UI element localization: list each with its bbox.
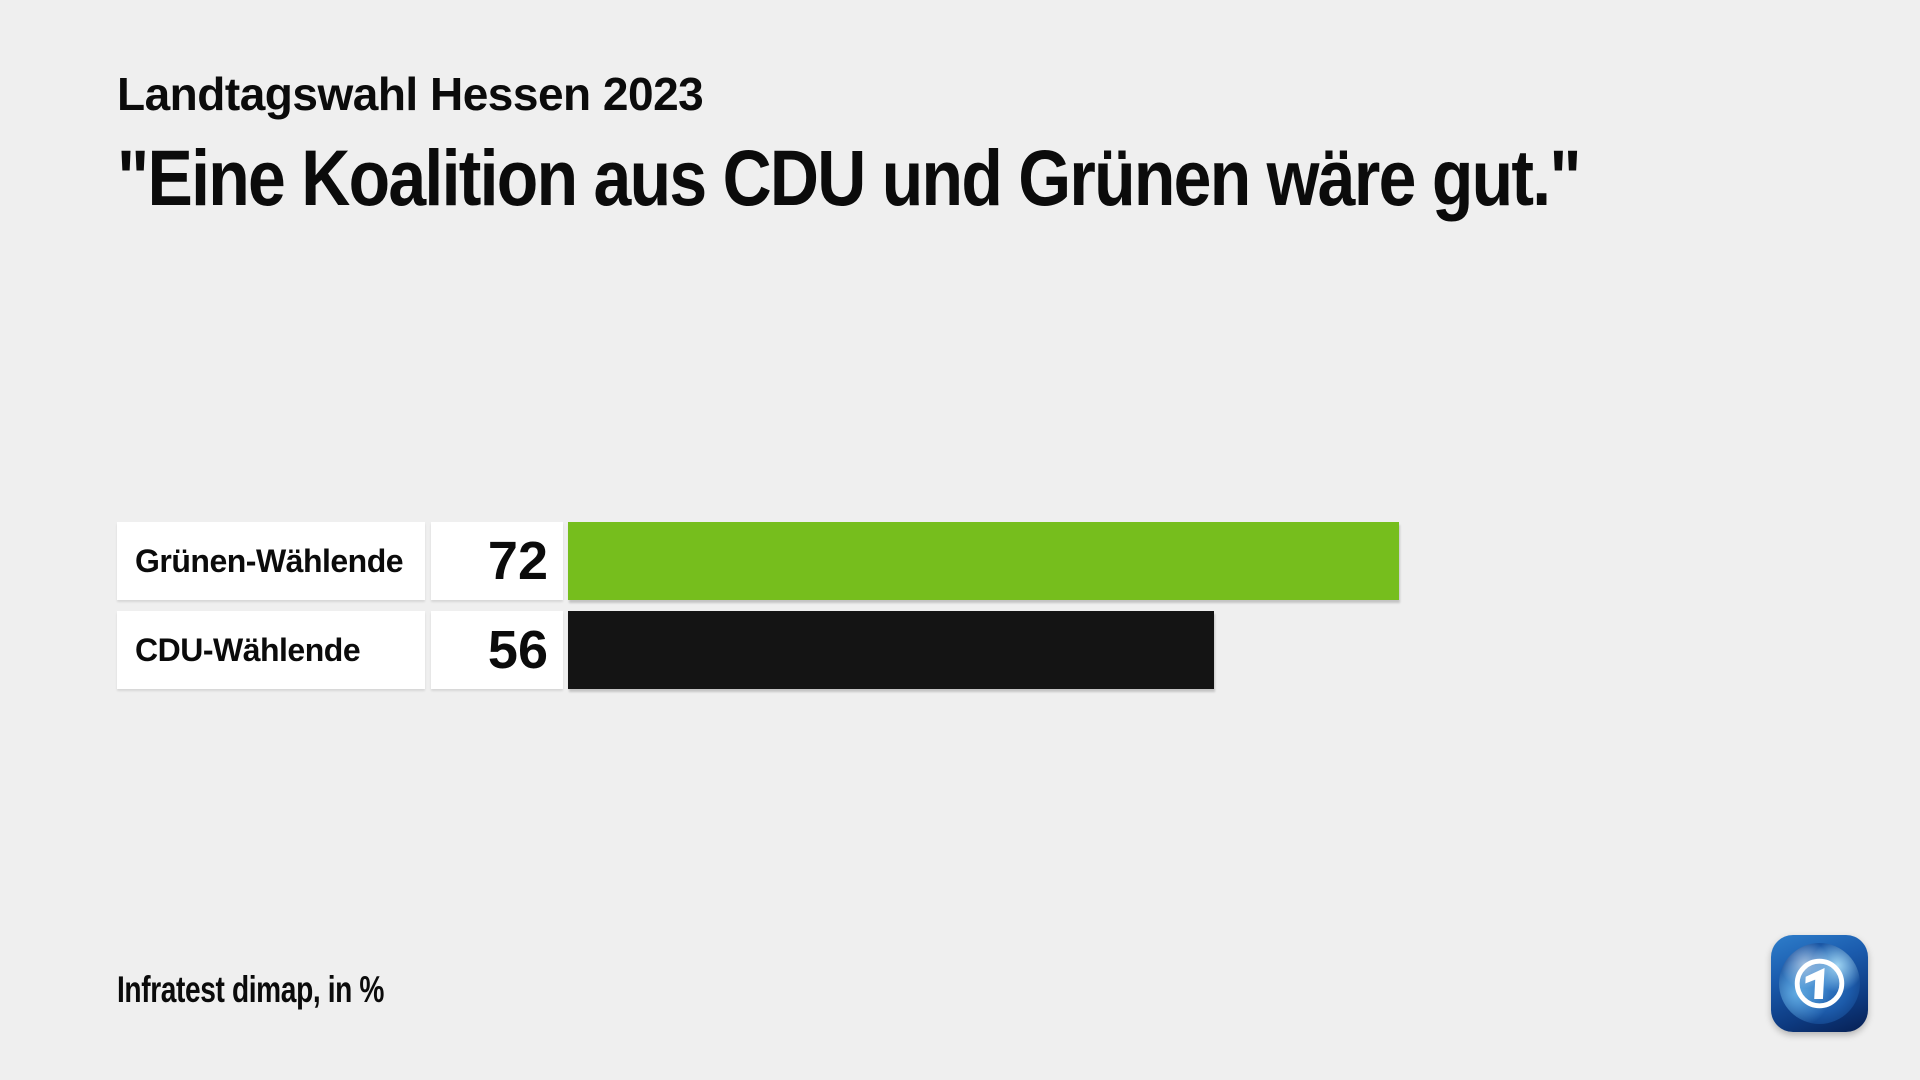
source-note: Infratest dimap, in %	[117, 969, 385, 1010]
bar-value: 56	[431, 611, 563, 689]
bar-row: Grünen-Wählende 72	[117, 522, 1399, 600]
ard-one-icon	[1794, 958, 1845, 1009]
bar-chart: Grünen-Wählende 72 CDU-Wählende 56	[117, 522, 1399, 689]
bar-label: Grünen-Wählende	[117, 522, 425, 600]
bar	[568, 522, 1399, 600]
ard-tagesschau-logo	[1771, 935, 1868, 1032]
bar-value: 72	[431, 522, 563, 600]
bar	[568, 611, 1214, 689]
bar-row: CDU-Wählende 56	[117, 611, 1399, 689]
chart-title: "Eine Koalition aus CDU und Grünen wäre …	[117, 133, 1582, 222]
chart-subtitle: Landtagswahl Hessen 2023	[117, 68, 704, 120]
bar-label: CDU-Wählende	[117, 611, 425, 689]
